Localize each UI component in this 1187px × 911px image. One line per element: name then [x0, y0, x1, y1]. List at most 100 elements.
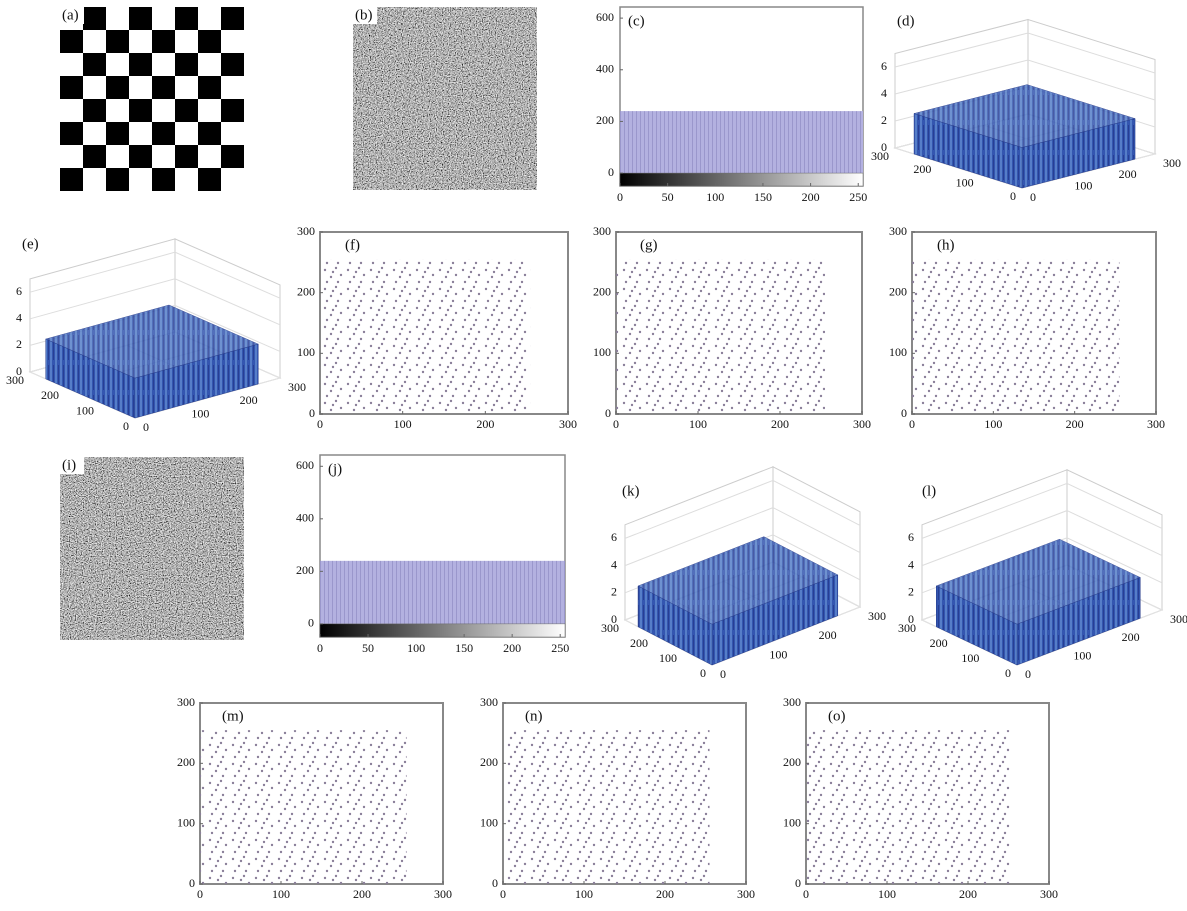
- y-tick-label: 200: [783, 755, 801, 769]
- label-background: [60, 457, 84, 474]
- y-tick-label: 200: [596, 113, 614, 127]
- x-tick-label: 100: [984, 417, 1002, 431]
- y-tick-label: 300: [6, 373, 24, 387]
- panel-label: (h): [937, 237, 955, 253]
- y-tick-label: 0: [795, 876, 801, 890]
- x-tick-label: 200: [771, 417, 789, 431]
- grid-line: [624, 507, 861, 567]
- image: [60, 7, 244, 191]
- y-tick-label: 300: [783, 695, 801, 709]
- y-tick-label: 100: [956, 175, 974, 189]
- x-tick-label: 200: [1066, 417, 1084, 431]
- y-tick-label: 200: [630, 636, 648, 650]
- panel-label: (f): [345, 237, 360, 253]
- panel-label: (i): [62, 457, 76, 473]
- scatter-points: [200, 730, 407, 884]
- x-tick-label: 100: [769, 647, 787, 661]
- x-tick-label: 250: [849, 190, 867, 204]
- y-tick-label: 100: [961, 651, 979, 665]
- y-tick-label: 300: [297, 224, 315, 238]
- panel-label: (d): [897, 13, 915, 29]
- grid-line: [29, 278, 281, 326]
- histogram-bars: [320, 560, 565, 624]
- y-tick-label: 0: [1005, 666, 1011, 680]
- x-tick-label: 150: [754, 190, 772, 204]
- x-tick-label: 50: [662, 190, 674, 204]
- x-tick-label: 100: [1074, 178, 1092, 192]
- panel-label: (j): [328, 461, 342, 477]
- z-tick-label: 6: [16, 284, 22, 298]
- y-tick-label: 200: [930, 636, 948, 650]
- image: [353, 7, 537, 190]
- panel-label: (n): [525, 708, 543, 724]
- surface-top: [913, 84, 1136, 148]
- z-tick-label: 0: [16, 364, 22, 378]
- y-tick-label: 0: [700, 666, 706, 680]
- x-tick-label: 100: [272, 887, 290, 901]
- y-tick-label: 0: [309, 406, 315, 420]
- panel-label: (m): [222, 708, 244, 724]
- y-tick-label: 200: [889, 284, 907, 298]
- scatter-points: [503, 730, 710, 884]
- y-tick-label: 300: [889, 224, 907, 238]
- surface-top: [45, 304, 259, 379]
- y-tick-label: 200: [593, 284, 611, 298]
- grid-line: [921, 482, 1163, 539]
- y-tick-label: 100: [480, 815, 498, 829]
- y-tick-label: 100: [783, 815, 801, 829]
- y-tick-label: 0: [308, 616, 314, 630]
- x-tick-label: 0: [803, 887, 809, 901]
- x-tick-label: 0: [143, 420, 149, 434]
- x-tick-label: 250: [551, 641, 569, 655]
- grid-line: [29, 251, 281, 299]
- image: [60, 457, 244, 640]
- colorbar: [619, 172, 864, 187]
- scatter-points: [616, 259, 826, 414]
- x-tick-label: 0: [720, 667, 726, 681]
- y-tick-label: 600: [596, 10, 614, 24]
- x-tick-label: 100: [689, 417, 707, 431]
- x-tick-label: 300: [434, 887, 452, 901]
- y-tick-label: 200: [913, 162, 931, 176]
- y-tick-label: 200: [296, 563, 314, 577]
- x-tick-label: 300: [868, 609, 886, 623]
- y-tick-label: 300: [601, 621, 619, 635]
- panel-label: (l): [922, 483, 936, 499]
- x-tick-label: 300: [1147, 417, 1165, 431]
- y-tick-label: 0: [492, 876, 498, 890]
- y-tick-label: 400: [596, 62, 614, 76]
- y-tick-label: 0: [608, 165, 614, 179]
- grid-line: [921, 510, 1163, 567]
- x-tick-label: 200: [959, 887, 977, 901]
- y-tick-label: 200: [177, 755, 195, 769]
- z-tick-label: 4: [881, 86, 887, 100]
- x-tick-label: 200: [819, 628, 837, 642]
- y-tick-label: 0: [901, 406, 907, 420]
- y-tick-label: 100: [297, 345, 315, 359]
- x-tick-label: 200: [476, 417, 494, 431]
- x-tick-label: 0: [1030, 190, 1036, 204]
- label-background: [60, 7, 84, 24]
- histogram-bars: [620, 111, 863, 174]
- z-tick-label: 2: [881, 113, 887, 127]
- surface-top: [935, 538, 1141, 625]
- panel-label: (a): [62, 7, 79, 23]
- z-tick-label: 6: [611, 530, 617, 544]
- z-tick-label: 4: [16, 311, 22, 325]
- z-tick-label: 0: [611, 612, 617, 626]
- x-tick-label: 200: [802, 190, 820, 204]
- x-tick-label: 0: [317, 417, 323, 431]
- grid-line: [894, 59, 1156, 101]
- scatter-points: [320, 259, 531, 414]
- panel-label: (c): [628, 13, 645, 29]
- y-tick-label: 300: [898, 621, 916, 635]
- x-tick-label: 300: [288, 380, 306, 394]
- y-tick-label: 300: [177, 695, 195, 709]
- y-tick-label: 200: [41, 388, 59, 402]
- x-tick-label: 300: [1040, 887, 1058, 901]
- x-tick-label: 300: [1170, 612, 1187, 626]
- x-tick-label: 200: [240, 393, 258, 407]
- y-tick-label: 100: [889, 345, 907, 359]
- y-tick-label: 0: [1010, 189, 1016, 203]
